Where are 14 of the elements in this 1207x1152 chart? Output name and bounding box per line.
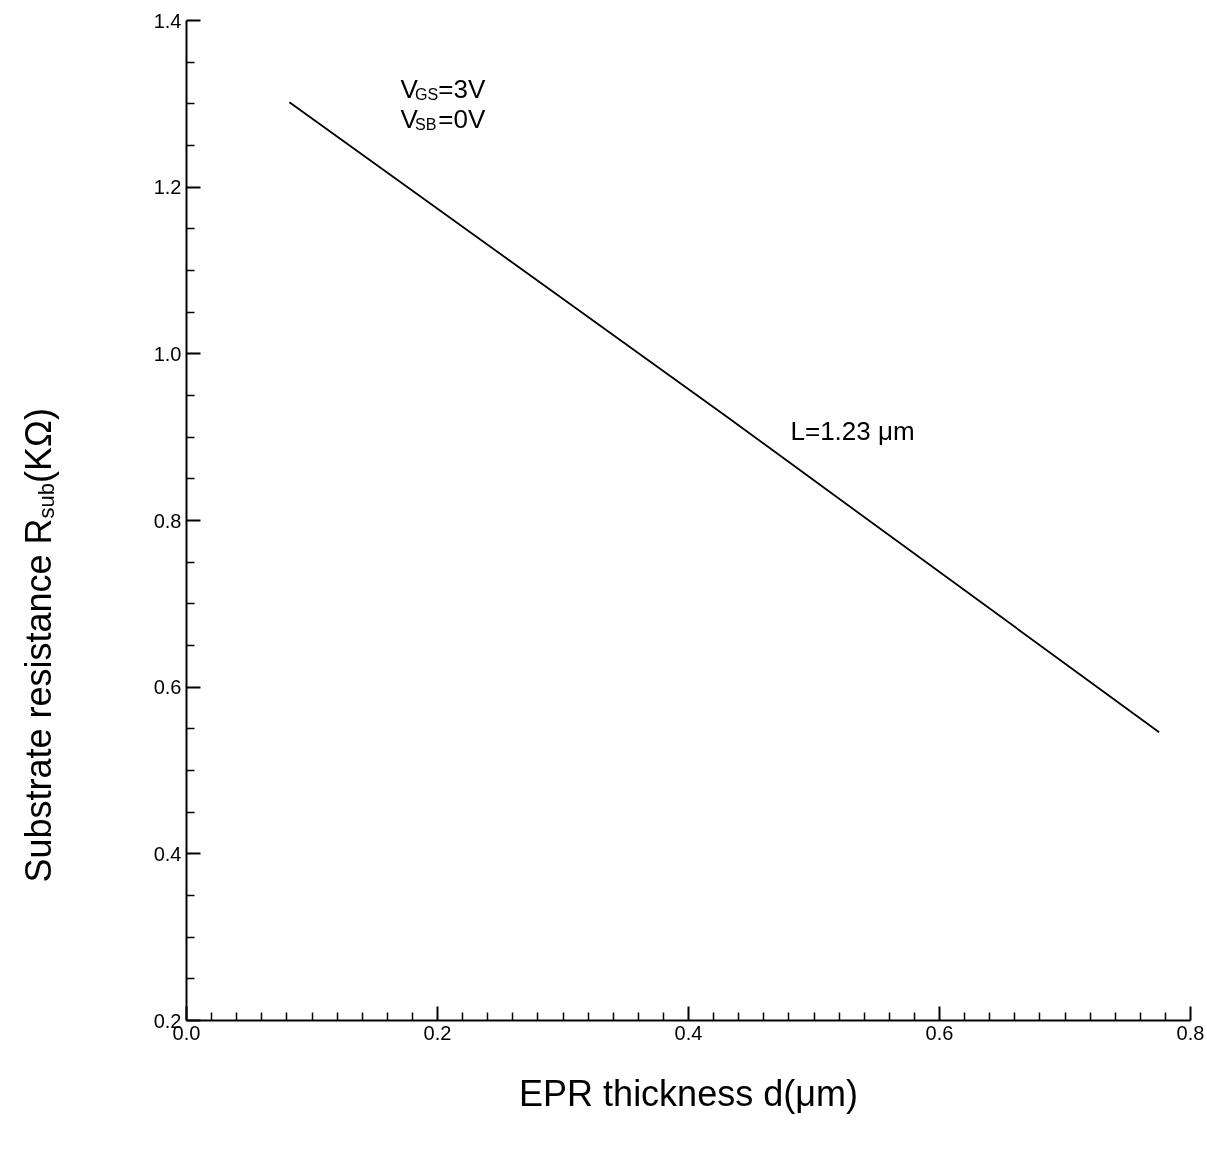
annotation: VSB=0V	[400, 103, 486, 134]
y-tick-label: 1.4	[153, 9, 182, 32]
annotation: VGS=3V	[400, 73, 486, 104]
y-tick-label: 0.6	[153, 676, 182, 699]
x-tick-label: 0.4	[674, 1021, 703, 1044]
annotation: L=1.23 μm	[790, 415, 915, 446]
x-tick-label: 0.6	[925, 1021, 954, 1044]
y-tick-label: 0.8	[153, 509, 182, 532]
y-tick-label: 1.2	[153, 176, 182, 199]
x-axis-title: EPR thickness d(μm)	[519, 1072, 858, 1114]
x-tick-label: 0.8	[1176, 1021, 1205, 1044]
y-tick-label: 1.0	[153, 342, 182, 365]
x-tick-label: 0.2	[423, 1021, 452, 1044]
y-tick-label: 0.4	[153, 842, 182, 865]
